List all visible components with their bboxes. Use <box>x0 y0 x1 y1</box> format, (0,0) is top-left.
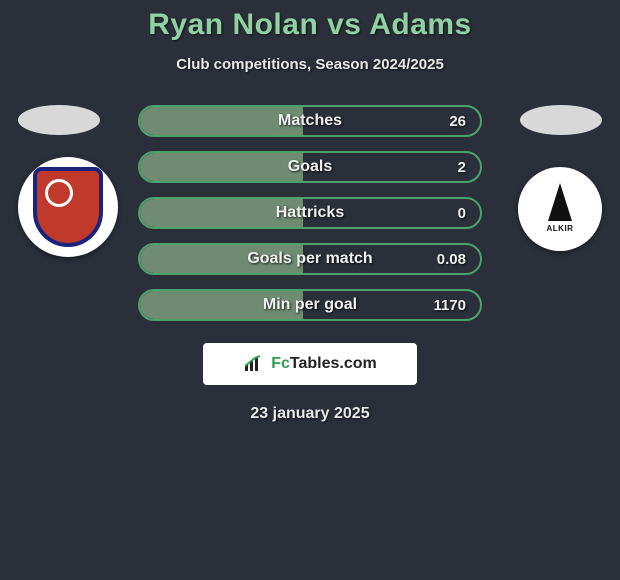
bar-chart-icon <box>243 355 265 373</box>
stat-pill: Goals2 <box>138 151 482 183</box>
stat-pill-label: Hattricks <box>140 199 480 227</box>
stat-pill-label: Min per goal <box>140 291 480 319</box>
stat-pill-label: Goals <box>140 153 480 181</box>
club-badge-right: ALKIR <box>518 167 602 251</box>
comparison-card: Ryan Nolan vs Adams Club competitions, S… <box>0 0 620 423</box>
player-oval-left <box>18 105 100 135</box>
stat-pill: Hattricks0 <box>138 197 482 229</box>
stat-pill-value: 2 <box>458 153 466 181</box>
stat-pill-value: 0.08 <box>437 245 466 273</box>
date-label: 23 january 2025 <box>0 405 620 423</box>
subtitle: Club competitions, Season 2024/2025 <box>0 56 620 73</box>
brand-text: FcTables.com <box>271 355 377 373</box>
badge-right-text: ALKIR <box>528 224 592 233</box>
page-title: Ryan Nolan vs Adams <box>0 8 620 42</box>
stat-pill: Matches26 <box>138 105 482 137</box>
shield-icon <box>33 167 103 247</box>
club-badge-left <box>18 157 118 257</box>
stat-pill-label: Goals per match <box>140 245 480 273</box>
player-oval-right <box>520 105 602 135</box>
stat-pill: Goals per match0.08 <box>138 243 482 275</box>
stat-pill: Min per goal1170 <box>138 289 482 321</box>
stat-pill-value: 26 <box>449 107 466 135</box>
stat-bars: Matches26 Goals2 Hattricks0 Goals per match… <box>138 105 482 321</box>
stat-pill-label: Matches <box>140 107 480 135</box>
steeple-icon: ALKIR <box>528 177 592 241</box>
stat-pill-value: 0 <box>458 199 466 227</box>
stat-pill-value: 1170 <box>433 291 466 319</box>
mid-section: ALKIR Matches26 Goals2 Hattricks0 Goals per… <box>0 105 620 321</box>
brand-badge: FcTables.com <box>203 343 417 385</box>
